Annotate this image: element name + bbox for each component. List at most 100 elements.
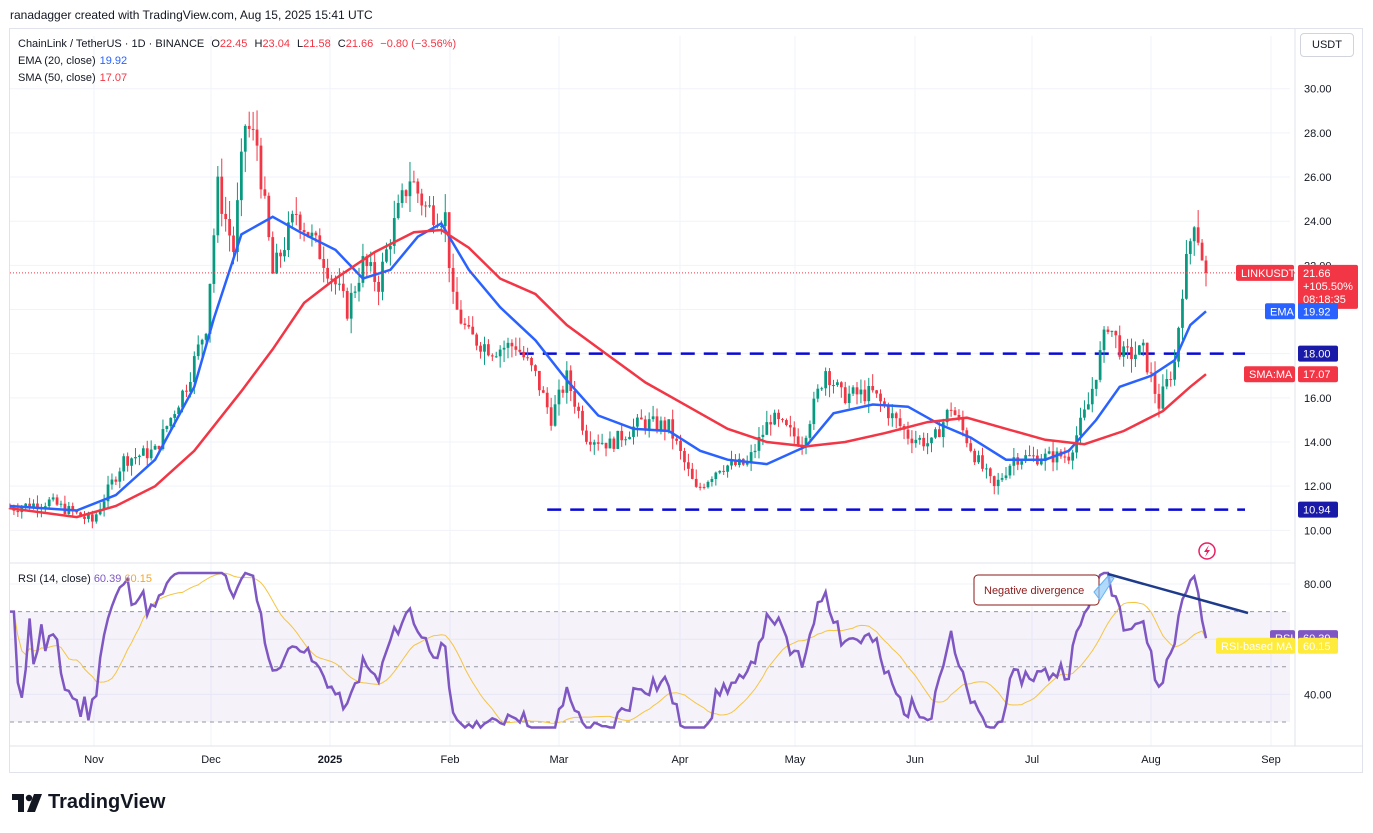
candle-body [271, 237, 275, 274]
candle [55, 494, 59, 506]
candle [522, 345, 526, 361]
lightning-alert-icon[interactable] [1198, 542, 1216, 560]
candle [353, 285, 357, 299]
candle [765, 410, 769, 435]
candle [1047, 446, 1051, 455]
candle [1118, 325, 1122, 360]
ema-name-tag-text: EMA [1270, 306, 1295, 318]
candle-body [785, 420, 788, 426]
candle [475, 332, 479, 351]
candle-body [134, 457, 137, 459]
candle [988, 467, 992, 483]
candle-body [432, 205, 435, 225]
candle-body [722, 470, 726, 472]
candle [1149, 362, 1153, 383]
candle-body [530, 357, 533, 366]
candle [1141, 339, 1145, 357]
candle-body [487, 344, 490, 356]
candle [290, 210, 294, 229]
candle-body [671, 419, 675, 439]
candle-body [600, 442, 604, 444]
currency-button[interactable]: USDT [1300, 33, 1354, 57]
candle [1177, 326, 1180, 368]
candle [651, 405, 655, 422]
support-tag-bg [1298, 501, 1338, 518]
candle-body [788, 425, 792, 428]
candle-body [804, 437, 808, 448]
candle [890, 404, 894, 427]
candle-body [306, 232, 310, 237]
candle [1071, 449, 1075, 470]
candle [847, 385, 851, 409]
rsi-ma-value-tag-text: 60.15 [1303, 641, 1331, 653]
candle-body [937, 429, 941, 438]
candle [820, 386, 824, 391]
candle-body [275, 252, 279, 274]
candle [1145, 342, 1149, 375]
candle-body [1188, 241, 1192, 254]
candle [165, 425, 169, 433]
symbol-tag-bg [1236, 264, 1294, 281]
candle [973, 448, 977, 466]
candle [377, 275, 380, 306]
candle [1169, 371, 1173, 387]
candle [898, 408, 902, 431]
candle-body [247, 125, 251, 129]
ema-value: 19.92 [99, 55, 128, 67]
candle [996, 472, 1000, 495]
candle-body [1083, 409, 1086, 418]
candle-body [373, 262, 377, 282]
candle-body [867, 386, 871, 402]
candle-body [596, 442, 600, 444]
candle-body [416, 181, 420, 194]
candle-body [220, 176, 224, 214]
candle-body [1145, 342, 1149, 373]
candle-body [494, 356, 498, 358]
candle-body [765, 422, 769, 435]
candle [1036, 449, 1039, 466]
rsi-legend-value: 60.39 [93, 573, 122, 585]
candle [616, 430, 620, 450]
symbol-legend-row: ChainLink / TetherUS · 1D · BINANCE O22.… [18, 38, 457, 50]
candle-body [1106, 329, 1110, 332]
candle [1185, 240, 1188, 300]
candle-body [498, 349, 502, 357]
candle [408, 161, 412, 212]
candle [1098, 341, 1102, 383]
candle-body [130, 458, 133, 466]
candle [471, 316, 475, 335]
tradingview-logo[interactable]: TradingView [12, 791, 165, 814]
candle [428, 195, 431, 208]
candle-body [279, 252, 282, 257]
candle [1181, 289, 1184, 340]
candle [216, 166, 220, 243]
candle-body [365, 256, 369, 267]
candle [134, 448, 137, 465]
candle [1094, 379, 1098, 397]
candle-body [824, 371, 828, 389]
sma-name-tag-bg [1244, 366, 1295, 383]
candle [600, 433, 604, 445]
sma-name-tag-text: SMA:MA [1249, 369, 1293, 381]
candle-body [930, 437, 933, 444]
candle-body [926, 443, 929, 447]
candle-body [753, 450, 757, 453]
candle-body [883, 401, 886, 407]
candle [251, 111, 255, 141]
candle [59, 500, 63, 508]
ema-price-tag-text: 19.92 [1303, 306, 1331, 318]
candle-body [969, 443, 973, 451]
candle [345, 287, 349, 321]
candle-body [1157, 393, 1161, 409]
candle-body [538, 370, 541, 391]
candle-body [502, 347, 506, 350]
rsi-legend: RSI (14, close) 60.39 60.15 [18, 573, 152, 585]
candle-body [385, 249, 388, 262]
candle-body [161, 429, 165, 450]
candle-body [777, 412, 780, 420]
candle [420, 188, 424, 216]
candle [714, 471, 718, 486]
candle-body [828, 371, 831, 386]
candle-body [1043, 453, 1047, 462]
